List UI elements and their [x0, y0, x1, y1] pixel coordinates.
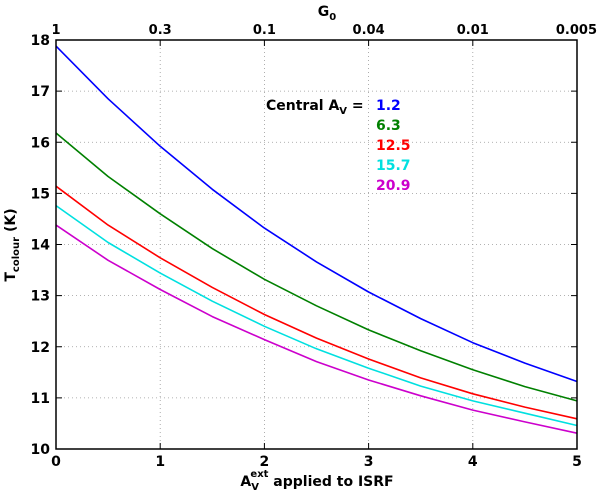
x-tick-label: 4	[468, 454, 478, 470]
x-tick-label: 3	[364, 454, 374, 470]
x-axis-label: AVext applied to ISRF	[240, 469, 393, 493]
legend-entry-15.7: 15.7	[376, 158, 411, 174]
legend-entry-20.9: 20.9	[376, 178, 411, 194]
y-tick-label: 10	[31, 442, 51, 458]
y-tick-label: 18	[31, 33, 50, 49]
x-tick-label: 0	[51, 454, 61, 470]
y-tick-label: 13	[31, 289, 50, 305]
top-tick-label: 0.04	[353, 23, 385, 38]
y-axis-label: Tcolour (K)	[3, 208, 22, 281]
legend: 1.2 6.3 12.5 15.7 20.9	[376, 98, 411, 194]
grid	[56, 40, 577, 449]
legend-title: Central AV =	[266, 98, 364, 117]
series-line-12.5	[55, 185, 578, 420]
y-tick-label: 17	[31, 84, 50, 100]
top-tick-label: 0.3	[149, 23, 172, 38]
top-tick-label: 0.01	[457, 23, 489, 38]
y-tick-label: 11	[31, 391, 50, 407]
legend-entry-6.3: 6.3	[376, 118, 401, 134]
top-tick-label: 1	[51, 23, 60, 38]
series-lines	[55, 45, 578, 434]
x-tick-label: 5	[572, 454, 582, 470]
x-tick-label: 1	[155, 454, 165, 470]
x-tick-label: 2	[260, 454, 270, 470]
series-line-20.9	[55, 224, 578, 434]
top-tick-label: 0.1	[253, 23, 276, 38]
series-line-6.3	[55, 132, 578, 402]
y-tick-label: 15	[31, 186, 50, 202]
y-tick-label: 14	[31, 238, 51, 254]
top-axis-label: G0	[318, 4, 337, 23]
legend-entry-1.2: 1.2	[376, 98, 401, 114]
y-tick-label: 16	[31, 135, 50, 151]
y-tick-label: 12	[31, 340, 50, 356]
top-tick-label: 0.005	[556, 23, 597, 38]
legend-entry-12.5: 12.5	[376, 138, 411, 154]
series-line-15.7	[55, 204, 578, 427]
series-line-1.2	[55, 45, 578, 383]
ticks: 0 1 2 3 4 51 0.3 0.1 0.04 0.01 0.00510111213141516…	[31, 23, 597, 470]
